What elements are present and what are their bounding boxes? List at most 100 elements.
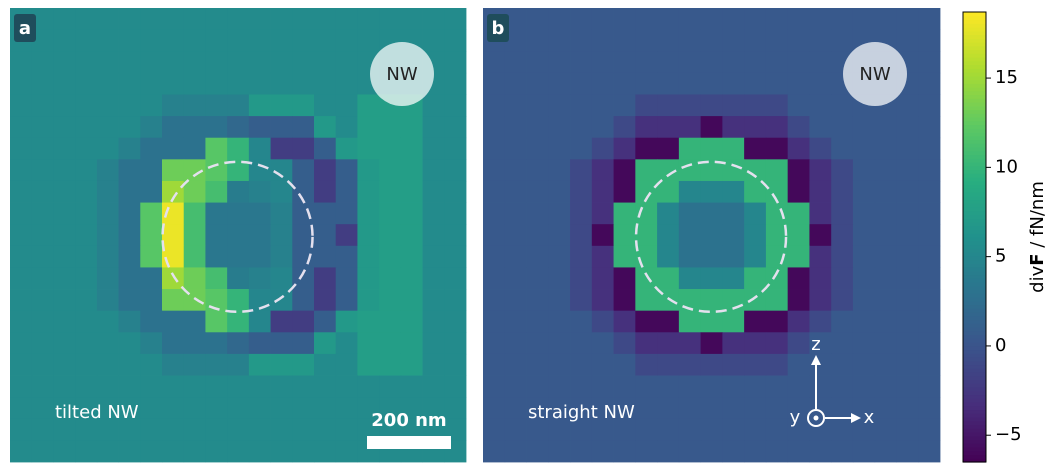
heatmap-cell [722,267,745,290]
heatmap-cell [787,116,810,139]
heatmap-cell [75,289,98,312]
colorbar-gradient [963,154,986,159]
heatmap-cell [765,332,789,355]
heatmap-cell [570,418,593,441]
heatmap-cell [205,440,228,463]
heatmap-cell [10,245,33,268]
colorbar-label-part: / fN/nm [1027,181,1048,253]
heatmap-cell [504,289,527,312]
heatmap-cell [722,159,745,182]
heatmap-cell [765,397,789,420]
heatmap-cell [678,353,702,376]
heatmap-cell [700,180,723,203]
axis-label-y: y [790,407,801,428]
heatmap-cell [248,8,271,31]
colorbar-gradient [963,12,986,17]
heatmap-cell [635,51,658,74]
colorbar-gradient [963,330,986,336]
heatmap-cell [613,29,636,52]
heatmap-cell [635,180,658,203]
colorbar-gradient [963,38,986,43]
heatmap-cell [357,267,380,290]
panel-label: b [492,18,505,39]
heatmap-cell [831,289,854,312]
heatmap-cell [314,289,337,312]
heatmap-cell [314,137,337,160]
heatmap-cell [422,310,445,333]
heatmap-cell [896,397,919,420]
heatmap-cell [852,397,876,420]
heatmap-cell [722,29,745,52]
heatmap-cell [635,94,658,117]
heatmap-cell [422,116,445,139]
colorbar-gradient [963,289,986,294]
heatmap-cell [75,8,98,31]
heatmap-cell [526,8,549,31]
heatmap-cell [613,418,636,441]
colorbar-gradient [963,207,986,212]
heatmap-cell [678,418,702,441]
heatmap-cell [118,224,141,247]
heatmap-cell [183,202,206,225]
heatmap-cell [10,375,33,398]
colorbar-gradient [963,203,986,208]
heatmap-cell [591,72,614,95]
heatmap-cell [444,224,467,247]
heatmap-cell [657,397,680,420]
heatmap-cell [248,137,271,160]
heatmap-cell [96,267,119,290]
heatmap-cell [722,180,745,203]
colorbar-gradient [963,357,986,362]
heatmap-cell [613,267,636,290]
heatmap-cell [918,353,941,376]
heatmap-cell [591,310,614,333]
heatmap-cell [292,310,315,333]
heatmap-cell [570,375,593,398]
heatmap-cell [379,267,402,290]
heatmap-cell [31,245,54,268]
heatmap-cell [744,8,767,31]
heatmap-cell [444,289,467,312]
heatmap-cell [831,353,854,376]
colorbar-gradient [963,237,986,242]
heatmap-cell [635,159,658,182]
heatmap-cell [292,353,315,376]
colorbar-tick-label: −5 [995,424,1022,445]
heatmap-cell [787,159,810,182]
heatmap-cell [444,29,467,52]
heatmap-cell [613,289,636,312]
heatmap-cell [96,94,119,117]
heatmap-cell [591,29,614,52]
heatmap-cell [744,440,767,463]
heatmap-cell [140,51,163,74]
heatmap-cell [591,289,614,312]
heatmap-cell [162,29,185,52]
heatmap-cell [10,397,33,420]
heatmap-cell [874,332,897,355]
heatmap-cell [678,51,702,74]
colorbar-gradient [963,177,986,182]
heatmap-cell [444,267,467,290]
colorbar-gradient [963,162,986,167]
heatmap-cell [526,224,549,247]
heatmap-cell [526,418,549,441]
heatmap-cell [809,51,832,74]
heatmap-cell [657,224,680,247]
heatmap-cell [53,116,76,139]
colorbar-gradient [963,278,986,283]
heatmap-cell [400,116,423,139]
heatmap-cell [205,418,228,441]
heatmap-cell [444,397,467,420]
heatmap-cell [570,245,593,268]
heatmap-cell [118,375,141,398]
heatmap-cell [504,440,527,463]
heatmap-cell [831,94,854,117]
heatmap-cell [400,332,423,355]
heatmap-cell [227,375,250,398]
heatmap-cell [248,245,271,268]
colorbar-gradient [963,64,986,69]
heatmap-cell [183,51,206,74]
heatmap-cell [270,180,293,203]
heatmap-cell [744,353,767,376]
heatmap-cell [335,94,358,117]
